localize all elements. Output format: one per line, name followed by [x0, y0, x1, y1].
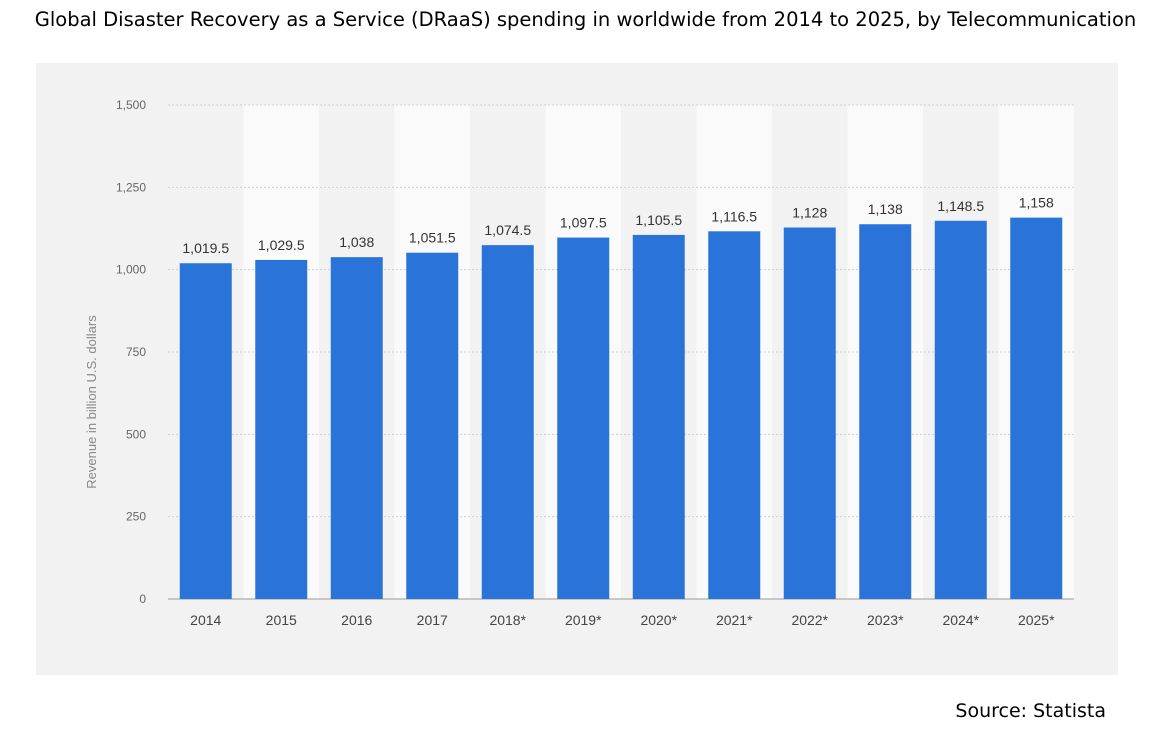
- value-label: 1,148.5: [937, 198, 984, 214]
- bar: [481, 245, 534, 599]
- x-tick-label: 2020*: [640, 612, 677, 628]
- bar: [783, 227, 836, 599]
- value-label: 1,019.5: [182, 240, 229, 256]
- y-tick-label: 1,500: [116, 98, 146, 112]
- y-tick-label: 1,250: [116, 180, 146, 194]
- x-tick-label: 2018*: [489, 612, 526, 628]
- value-label: 1,116.5: [711, 208, 757, 224]
- value-label: 1,051.5: [409, 230, 456, 246]
- y-tick-label: 750: [126, 345, 146, 359]
- x-tick-label: 2017: [417, 612, 448, 628]
- x-tick-label: 2019*: [565, 612, 602, 628]
- y-axis-ticks: 0 250 500 750 1,000 1,250 1,500: [116, 98, 146, 606]
- value-label: 1,097.5: [560, 215, 607, 231]
- gridlines: [168, 104, 1074, 600]
- value-label: 1,038: [339, 234, 374, 250]
- value-label: 1,074.5: [484, 222, 531, 238]
- bar: [934, 220, 987, 599]
- bar: [330, 257, 383, 599]
- value-label: 1,128: [792, 205, 827, 221]
- bar: [1010, 217, 1063, 599]
- x-tick-label: 2024*: [942, 612, 979, 628]
- x-tick-label: 2025*: [1018, 612, 1055, 628]
- bar: [557, 237, 610, 599]
- bars: [179, 217, 1063, 600]
- bar: [632, 234, 685, 599]
- x-tick-label: 2022*: [791, 612, 828, 628]
- source-note: Source: Statista: [955, 700, 1106, 722]
- x-tick-label: 2015: [266, 612, 297, 628]
- value-label: 1,138: [868, 201, 903, 217]
- y-tick-label: 500: [126, 427, 146, 441]
- bar: [179, 263, 232, 599]
- bar: [406, 252, 459, 599]
- x-tick-label: 2021*: [716, 612, 753, 628]
- page-title: Global Disaster Recovery as a Service (D…: [34, 8, 1137, 31]
- y-tick-label: 250: [126, 510, 146, 524]
- y-axis-label: Revenue in billion U.S. dollars: [84, 315, 99, 489]
- bar: [859, 224, 912, 599]
- x-tick-label: 2016: [341, 612, 372, 628]
- x-tick-label: 2023*: [867, 612, 904, 628]
- x-axis-ticks: 2014 2015 2016 2017 2018* 2019* 2020* 2021* 2022…: [190, 612, 1055, 628]
- y-tick-label: 1,000: [116, 263, 146, 277]
- bar: [255, 259, 308, 599]
- y-tick-label: 0: [139, 592, 146, 606]
- bar: [708, 231, 761, 600]
- value-label: 1,105.5: [635, 212, 682, 228]
- value-label: 1,158: [1019, 195, 1054, 211]
- value-labels: 1,019.5 1,029.5 1,038 1,051.5 1,074.5 1,097.5…: [182, 195, 1054, 257]
- bar-chart: 0 250 500 750 1,000 1,250 1,500 1,019.5 1,029.5…: [84, 98, 1074, 628]
- value-label: 1,029.5: [258, 237, 305, 253]
- x-tick-label: 2014: [190, 612, 221, 628]
- chart-panel: 0 250 500 750 1,000 1,250 1,500 1,019.5 1,029.5…: [36, 63, 1118, 675]
